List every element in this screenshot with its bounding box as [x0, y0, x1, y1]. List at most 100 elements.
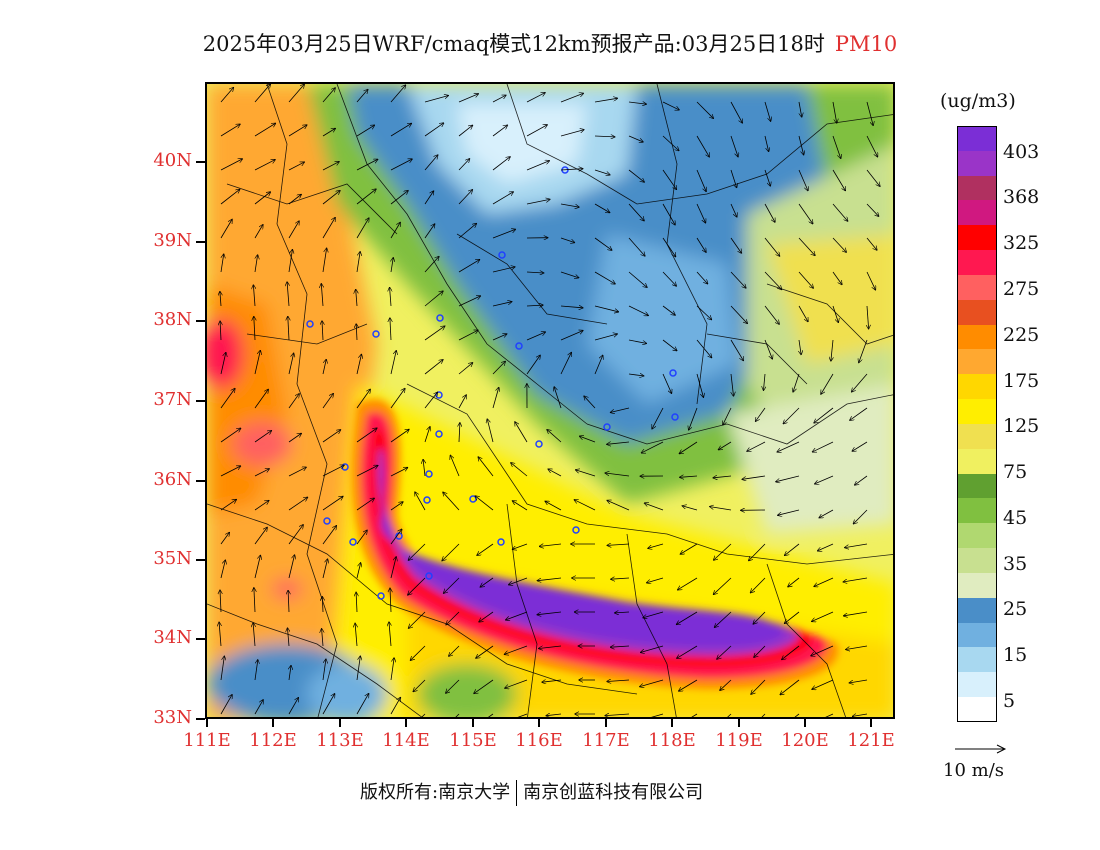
colorbar-segment: [957, 126, 997, 151]
wind-vector: [605, 473, 630, 477]
colorbar-segment: [957, 498, 997, 524]
wind-vector: [628, 271, 647, 287]
wind-vector: [576, 470, 596, 477]
wind-vector: [867, 305, 869, 329]
lat-tick: [196, 161, 205, 163]
legend-level: 25: [1003, 598, 1028, 620]
wind-vector: [662, 305, 675, 315]
wind-vector: [832, 101, 837, 123]
wind-vector: [220, 389, 235, 409]
wind-vector: [254, 528, 267, 545]
wind-vector: [798, 169, 808, 191]
wind-vector: [322, 694, 335, 715]
wind-vector: [254, 351, 260, 375]
wind-vector: [560, 353, 571, 375]
wind-vector: [287, 282, 289, 307]
wind-vector: [458, 363, 473, 375]
colorbar-segment: [957, 349, 997, 375]
wind-vector: [696, 373, 703, 397]
wind-vector: [415, 492, 426, 511]
wind-vector: [607, 501, 630, 511]
colorbar-segment: [957, 548, 997, 573]
wind-vector: [815, 475, 834, 484]
wind-vector: [390, 529, 402, 545]
wind-vector: [356, 530, 367, 545]
map-title: 2025年03月25日WRF/cmaq模式12km预报产品:03月25日18时 P…: [0, 28, 1100, 58]
wind-vector: [742, 475, 766, 479]
wind-vector: [681, 543, 698, 554]
wind-vector: [730, 237, 741, 253]
wind-vector: [648, 543, 664, 548]
wind-vector: [288, 195, 301, 205]
wind-vector: [424, 427, 430, 443]
lat-label-35n: 35N: [153, 548, 192, 569]
colorbar-segment: [957, 225, 997, 251]
wind-vector: [554, 387, 562, 409]
wind-vector: [713, 476, 732, 478]
wind-vector: [720, 679, 732, 690]
wind-vector: [788, 577, 800, 587]
wind-vector: [662, 237, 676, 257]
wind-vector: [356, 466, 378, 477]
wind-vector: [511, 463, 528, 477]
wind-vector: [764, 271, 782, 289]
wind-vector: [492, 388, 499, 409]
wind-vector: [253, 623, 255, 647]
wind-vector: [727, 713, 732, 717]
legend-level: 45: [1003, 507, 1028, 529]
wind-vector: [560, 237, 574, 243]
colorbar-segment: [957, 622, 997, 648]
wind-vector: [642, 441, 664, 453]
wind-vector: [444, 577, 460, 593]
wind-vector: [356, 159, 378, 171]
wind-vector: [443, 492, 460, 511]
wind-vector: [764, 305, 779, 324]
lon-tick: [272, 719, 274, 727]
lat-label-34n: 34N: [153, 627, 192, 648]
wind-vector: [322, 497, 343, 511]
wind-vector: [220, 695, 232, 715]
lat-label-33n: 33N: [153, 707, 192, 728]
wind-vector: [783, 407, 800, 424]
lon-tick: [804, 719, 806, 727]
wind-vector: [288, 84, 304, 103]
wind-vector: [476, 645, 494, 658]
wind-vector: [691, 713, 698, 717]
credit-right: 南京创蓝科技有限公司: [523, 782, 704, 803]
wind-vector: [526, 161, 549, 171]
wind-vector: [254, 390, 268, 409]
wind-vector: [449, 645, 460, 656]
wind-vector: [487, 419, 494, 443]
wind-vector: [356, 189, 376, 205]
wind-vector: [751, 577, 766, 593]
colorbar-segment: [957, 274, 997, 300]
wind-vector: [696, 203, 706, 223]
wind-vector: [356, 218, 369, 239]
lat-tick: [196, 400, 205, 402]
wind-vector: [814, 407, 834, 423]
colorbar-segment: [957, 299, 997, 325]
wind-vector: [390, 557, 396, 579]
lat-tick: [196, 559, 205, 561]
wind-vector: [560, 331, 583, 341]
wind-vector: [714, 577, 732, 594]
wind-vector: [455, 713, 460, 717]
wind-vector: [785, 611, 800, 623]
wind-vector: [492, 267, 515, 273]
lat-tick: [196, 638, 205, 640]
wind-vector: [764, 135, 769, 151]
title-main: 2025年03月25日WRF/cmaq模式12km预报产品:03月25日18时: [202, 32, 825, 56]
wind-vector: [220, 254, 224, 273]
colorbar-segment: [957, 523, 997, 549]
wind-vector: [458, 260, 480, 273]
wind-vector: [526, 272, 544, 273]
wind-vector: [696, 271, 708, 284]
wind-vector: [560, 203, 579, 207]
wind-vector: [844, 611, 868, 616]
wind-vector: [288, 317, 289, 341]
colorbar-segment: [957, 250, 997, 275]
wind-vector: [356, 498, 374, 511]
wind-vector: [850, 679, 868, 683]
wind-vector: [754, 645, 766, 657]
wind-vector: [389, 622, 391, 647]
